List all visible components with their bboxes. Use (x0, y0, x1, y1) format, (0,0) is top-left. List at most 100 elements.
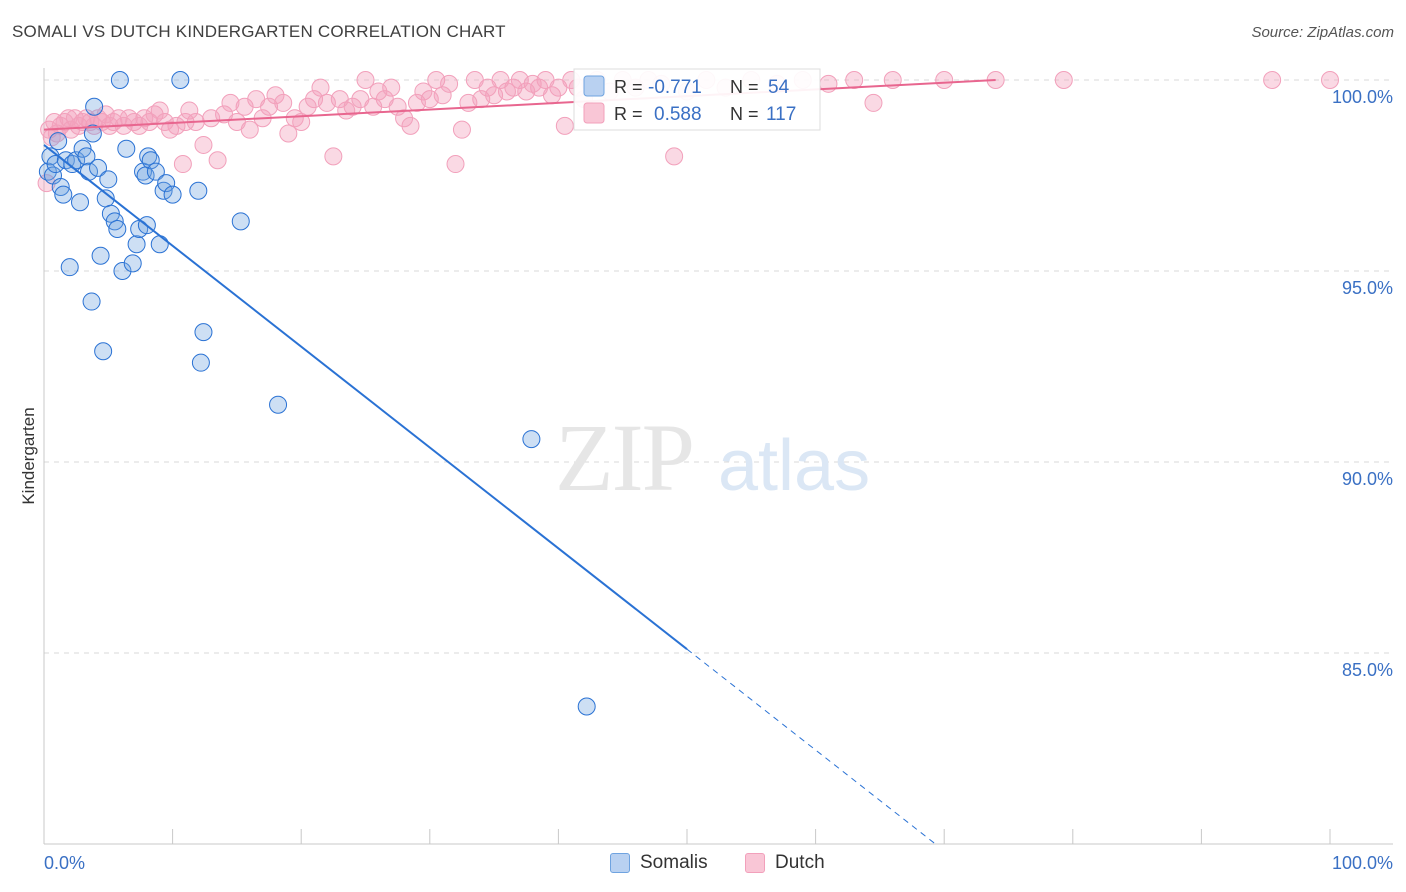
somali-point (146, 162, 165, 181)
legend-dutch-label: Dutch (775, 852, 825, 873)
somali-point (522, 430, 541, 449)
y-tick-label: 90.0% (1342, 469, 1393, 489)
legend-item-somalis: Somalis (610, 852, 708, 874)
dutch-point (260, 97, 279, 116)
somali-point (99, 170, 118, 189)
dutch-point (180, 101, 199, 120)
watermark: ZIP atlas (555, 404, 870, 511)
dutch-point (59, 109, 78, 128)
dutch-point (845, 71, 864, 89)
y-tick-label: 100.0% (1332, 87, 1393, 107)
somali-trend-extension (686, 648, 939, 847)
dutch-point (1321, 71, 1339, 89)
dutch-point (279, 124, 298, 143)
dutch-point (401, 116, 420, 135)
dutch-point (1054, 71, 1073, 89)
dutch-point (395, 109, 414, 128)
somali-point (67, 151, 86, 170)
watermark-zip: ZIP (555, 404, 693, 511)
y-tick-label: 85.0% (1342, 660, 1393, 680)
somali-point (163, 185, 182, 204)
dutch-point (274, 93, 293, 112)
legend-dutch-n-label: N = (730, 104, 759, 124)
dutch-point (266, 86, 285, 105)
somali-points (38, 71, 596, 716)
somali-point (577, 697, 596, 716)
dutch-point (433, 86, 452, 105)
somali-point (231, 212, 250, 231)
legend-somali-n-value: 54 (768, 77, 790, 98)
source-label: Source: ZipAtlas.com (1251, 24, 1394, 41)
somali-point (108, 219, 127, 238)
legend-dutch-n-value: 117 (766, 104, 796, 125)
somali-point (49, 132, 68, 151)
dutch-point (935, 71, 954, 89)
somali-point (110, 71, 129, 89)
legend-dutch-r-label: R = (614, 104, 643, 124)
x-tick-label-min: 0.0% (44, 853, 85, 873)
dutch-point (1263, 71, 1282, 89)
dutch-point (356, 71, 375, 89)
dutch-point (150, 101, 169, 120)
dutch-point (240, 120, 259, 139)
watermark-atlas: atlas (718, 426, 870, 506)
x-tick-label-max: 100.0% (1332, 853, 1393, 873)
legend-somali-r-value: -0.771 (648, 77, 702, 98)
somali-point (71, 193, 90, 212)
somali-point (123, 254, 142, 273)
somali-point (150, 235, 169, 254)
dutch-point (311, 78, 330, 97)
dutch-point (173, 155, 192, 174)
dutch-point (194, 135, 213, 154)
grid-layer: 85.0% 90.0% 95.0% 100.0% (44, 79, 1393, 680)
legend-dutch-swatch-bottom (745, 853, 765, 873)
somali-point (269, 395, 288, 414)
somali-point (85, 97, 104, 116)
somali-point (89, 158, 108, 177)
dutch-point (324, 147, 343, 166)
legend-top: R = -0.771 N = 54 R = 0.588 N = 117 (573, 68, 821, 131)
dutch-point (208, 151, 227, 170)
dutch-point (452, 120, 471, 139)
dutch-trend-line (43, 79, 996, 131)
somali-point (94, 342, 113, 361)
legend-bottom: Somalis Dutch (0, 852, 1406, 878)
somali-point (60, 258, 79, 277)
axis-layer (43, 68, 1393, 845)
dutch-point (864, 93, 883, 112)
dutch-point (446, 155, 465, 174)
dutch-point (440, 74, 459, 93)
somali-point (189, 181, 208, 200)
somali-point (113, 262, 132, 280)
legend-dutch-swatch (583, 102, 605, 124)
legend-somali-n-label: N = (730, 77, 759, 97)
somali-point (157, 174, 176, 193)
somali-trend-line (43, 144, 688, 650)
y-tick-label: 95.0% (1342, 278, 1393, 298)
y-axis-label: Kindergarten (19, 407, 38, 504)
chart-title: SOMALI VS DUTCH KINDERGARTEN CORRELATION… (12, 22, 506, 41)
dutch-point (343, 97, 362, 116)
dutch-point (382, 78, 401, 97)
somali-point (77, 147, 96, 166)
somali-point (127, 235, 146, 254)
dutch-point (665, 147, 684, 166)
somali-point (54, 185, 73, 204)
dutch-point (221, 93, 240, 112)
somali-point (91, 246, 110, 265)
trend-lines (43, 79, 996, 847)
somali-point (82, 292, 101, 311)
dutch-point (555, 116, 574, 135)
legend-somali-swatch (583, 75, 605, 97)
somali-point (191, 353, 210, 372)
somali-point (141, 151, 160, 170)
legend-somali-r-label: R = (614, 77, 643, 97)
somali-point (194, 323, 213, 342)
dutch-point (37, 174, 56, 193)
legend-somalis-label: Somalis (640, 852, 708, 873)
somali-point (171, 71, 190, 89)
somali-point (83, 124, 102, 143)
legend-item-dutch: Dutch (745, 852, 825, 874)
legend-top-box (573, 68, 821, 131)
